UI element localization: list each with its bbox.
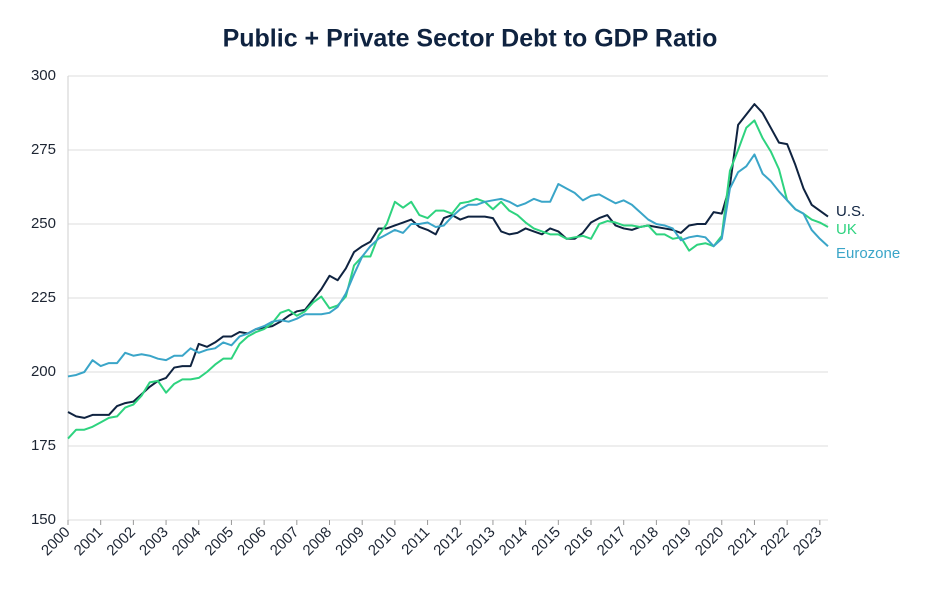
y-tick-label: 200 bbox=[31, 363, 56, 380]
legend-label: Eurozone bbox=[836, 245, 900, 262]
x-tick-label: 2019 bbox=[659, 524, 695, 560]
chart-title: Public + Private Sector Debt to GDP Rati… bbox=[223, 25, 718, 53]
y-tick-label: 300 bbox=[31, 67, 56, 84]
x-tick-label: 2021 bbox=[724, 524, 760, 560]
y-tick-label: 275 bbox=[31, 141, 56, 158]
x-tick-label: 2004 bbox=[169, 524, 205, 560]
x-tick-label: 2013 bbox=[463, 524, 499, 560]
series-line bbox=[67, 119, 829, 440]
x-tick-label: 2012 bbox=[430, 524, 466, 560]
x-tick-label: 2010 bbox=[365, 524, 401, 560]
x-tick-label: 2015 bbox=[528, 524, 564, 560]
x-tick-label: 2001 bbox=[71, 524, 107, 560]
x-tick-label: 2007 bbox=[267, 524, 303, 560]
x-tick-label: 2002 bbox=[103, 524, 139, 560]
x-tick-label: 2022 bbox=[757, 524, 793, 560]
y-tick-label: 225 bbox=[31, 289, 56, 306]
y-tick-label: 250 bbox=[31, 215, 56, 232]
x-tick-label: 2023 bbox=[790, 524, 826, 560]
legend-label: UK bbox=[836, 221, 857, 238]
x-tick-label: 2006 bbox=[234, 524, 270, 560]
x-tick-label: 2017 bbox=[594, 524, 630, 560]
legend-label: U.S. bbox=[836, 203, 865, 220]
x-tick-label: 2018 bbox=[626, 524, 662, 560]
x-tick-label: 2008 bbox=[300, 524, 336, 560]
x-tick-label: 2020 bbox=[692, 524, 728, 560]
y-tick-label: 150 bbox=[31, 511, 56, 528]
x-tick-label: 2011 bbox=[398, 524, 433, 559]
x-tick-label: 2009 bbox=[332, 524, 368, 560]
x-tick-label: 2016 bbox=[561, 524, 597, 560]
series-line bbox=[67, 153, 829, 378]
x-tick-label: 2005 bbox=[201, 524, 237, 560]
y-tick-label: 175 bbox=[31, 437, 56, 454]
x-tick-label: 2003 bbox=[136, 524, 172, 560]
series-line bbox=[67, 103, 829, 419]
x-tick-label: 2014 bbox=[496, 524, 532, 560]
x-tick-label: 2000 bbox=[38, 524, 74, 560]
